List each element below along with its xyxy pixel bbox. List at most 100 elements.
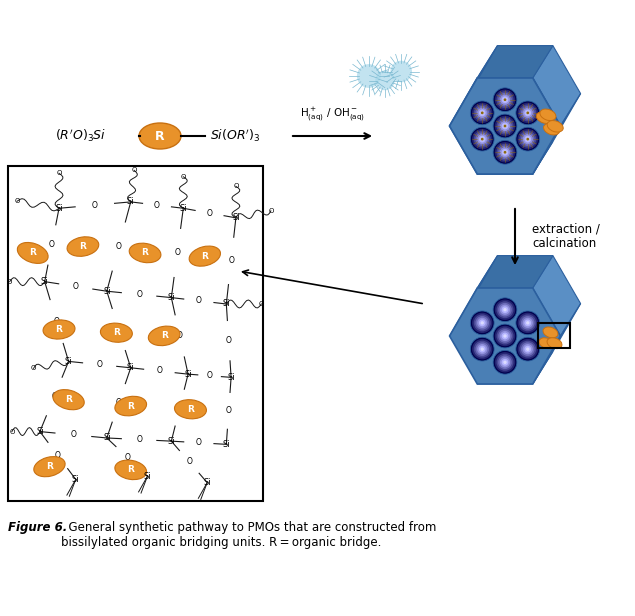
- Circle shape: [497, 118, 514, 134]
- Circle shape: [476, 342, 489, 356]
- Circle shape: [516, 101, 540, 124]
- Text: O: O: [51, 392, 57, 401]
- Circle shape: [498, 355, 512, 369]
- Text: R: R: [79, 242, 86, 251]
- Circle shape: [474, 341, 491, 358]
- Circle shape: [495, 352, 515, 373]
- Polygon shape: [533, 46, 580, 126]
- Ellipse shape: [100, 323, 132, 342]
- Circle shape: [497, 354, 514, 371]
- Text: R: R: [155, 129, 165, 142]
- Circle shape: [479, 346, 486, 352]
- Circle shape: [521, 106, 535, 120]
- Text: R: R: [127, 402, 134, 410]
- Text: O: O: [7, 278, 12, 285]
- Circle shape: [375, 71, 395, 90]
- Circle shape: [476, 106, 489, 120]
- Circle shape: [526, 138, 529, 140]
- Text: O: O: [226, 336, 232, 345]
- Circle shape: [497, 301, 514, 318]
- Text: R: R: [29, 248, 36, 257]
- Ellipse shape: [53, 389, 84, 410]
- Text: Si: Si: [168, 437, 175, 445]
- Text: O: O: [31, 365, 36, 371]
- Circle shape: [523, 344, 533, 354]
- Text: R: R: [46, 462, 53, 471]
- Text: Si: Si: [168, 293, 175, 302]
- Circle shape: [481, 138, 484, 140]
- Text: O: O: [233, 184, 239, 189]
- Text: General synthetic pathway to PMOs that are constructed from
bissilylated organic: General synthetic pathway to PMOs that a…: [61, 521, 436, 549]
- Text: Si: Si: [72, 475, 79, 484]
- Circle shape: [474, 314, 491, 331]
- Circle shape: [476, 132, 489, 146]
- Circle shape: [472, 313, 492, 333]
- Text: O: O: [226, 407, 232, 415]
- Circle shape: [498, 93, 512, 107]
- Polygon shape: [533, 256, 580, 336]
- Text: O: O: [116, 242, 122, 251]
- Circle shape: [500, 147, 510, 157]
- Polygon shape: [533, 304, 580, 384]
- Text: O: O: [15, 198, 20, 205]
- Text: O: O: [55, 451, 61, 460]
- Text: Si: Si: [203, 478, 211, 487]
- Circle shape: [493, 351, 517, 374]
- Circle shape: [504, 308, 507, 312]
- Circle shape: [391, 61, 412, 83]
- Text: O: O: [177, 403, 183, 412]
- Text: Si: Si: [36, 427, 44, 436]
- Text: O: O: [73, 282, 79, 291]
- Bar: [537, 323, 570, 348]
- Text: O: O: [124, 453, 130, 461]
- Circle shape: [504, 334, 507, 338]
- Circle shape: [504, 151, 507, 154]
- Text: O: O: [186, 458, 192, 466]
- Polygon shape: [450, 288, 561, 384]
- Text: Si: Si: [222, 440, 230, 449]
- Circle shape: [518, 129, 538, 149]
- Text: O: O: [206, 371, 213, 380]
- Text: $(R'O)_3Si$: $(R'O)_3Si$: [55, 128, 106, 144]
- Ellipse shape: [547, 338, 562, 349]
- Text: O: O: [175, 248, 180, 257]
- Circle shape: [495, 116, 515, 136]
- Circle shape: [471, 128, 494, 151]
- Text: O: O: [156, 367, 163, 376]
- Ellipse shape: [67, 237, 99, 256]
- Circle shape: [477, 318, 487, 328]
- Text: O: O: [131, 168, 137, 173]
- Circle shape: [516, 128, 540, 151]
- Text: Si: Si: [222, 299, 230, 309]
- Text: $Si(OR')_3$: $Si(OR')_3$: [210, 128, 260, 144]
- Ellipse shape: [540, 109, 556, 121]
- Circle shape: [479, 110, 486, 116]
- Text: O: O: [92, 201, 98, 209]
- Text: Si: Si: [144, 472, 151, 480]
- Circle shape: [525, 346, 531, 352]
- Polygon shape: [478, 46, 553, 78]
- Circle shape: [497, 91, 514, 108]
- Polygon shape: [478, 256, 553, 288]
- Ellipse shape: [189, 246, 220, 266]
- Circle shape: [357, 64, 380, 88]
- Circle shape: [493, 88, 517, 111]
- Circle shape: [481, 137, 484, 141]
- Text: Si: Si: [41, 277, 48, 286]
- Circle shape: [504, 98, 507, 102]
- Circle shape: [481, 347, 484, 351]
- Circle shape: [516, 311, 540, 334]
- Circle shape: [502, 149, 509, 156]
- Text: $\mathregular{H^+_{(aq)}}$ / $\mathregular{OH^-_{(aq)}}$: $\mathregular{H^+_{(aq)}}$ / $\mathregul…: [300, 105, 365, 123]
- Text: O: O: [196, 296, 202, 306]
- Circle shape: [525, 320, 531, 326]
- Text: Si: Si: [55, 204, 63, 213]
- Text: O: O: [10, 429, 15, 434]
- Text: R: R: [113, 328, 120, 337]
- Text: R: R: [201, 251, 208, 261]
- Circle shape: [471, 101, 494, 124]
- Circle shape: [481, 111, 484, 115]
- Circle shape: [516, 338, 540, 361]
- Circle shape: [497, 328, 514, 344]
- Text: O: O: [70, 430, 76, 439]
